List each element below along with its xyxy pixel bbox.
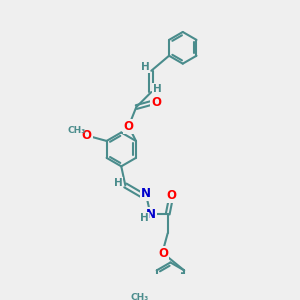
Text: O: O <box>167 189 177 202</box>
Text: O: O <box>158 247 168 260</box>
Text: H: H <box>141 62 150 73</box>
Text: H: H <box>114 178 123 188</box>
Text: CH₃: CH₃ <box>68 126 86 135</box>
Text: H: H <box>140 213 149 223</box>
Text: O: O <box>151 97 161 110</box>
Text: H: H <box>153 84 162 94</box>
Text: N: N <box>141 187 151 200</box>
Text: CH₃: CH₃ <box>130 293 148 300</box>
Text: N: N <box>146 208 156 220</box>
Text: O: O <box>124 120 134 133</box>
Text: O: O <box>82 129 92 142</box>
